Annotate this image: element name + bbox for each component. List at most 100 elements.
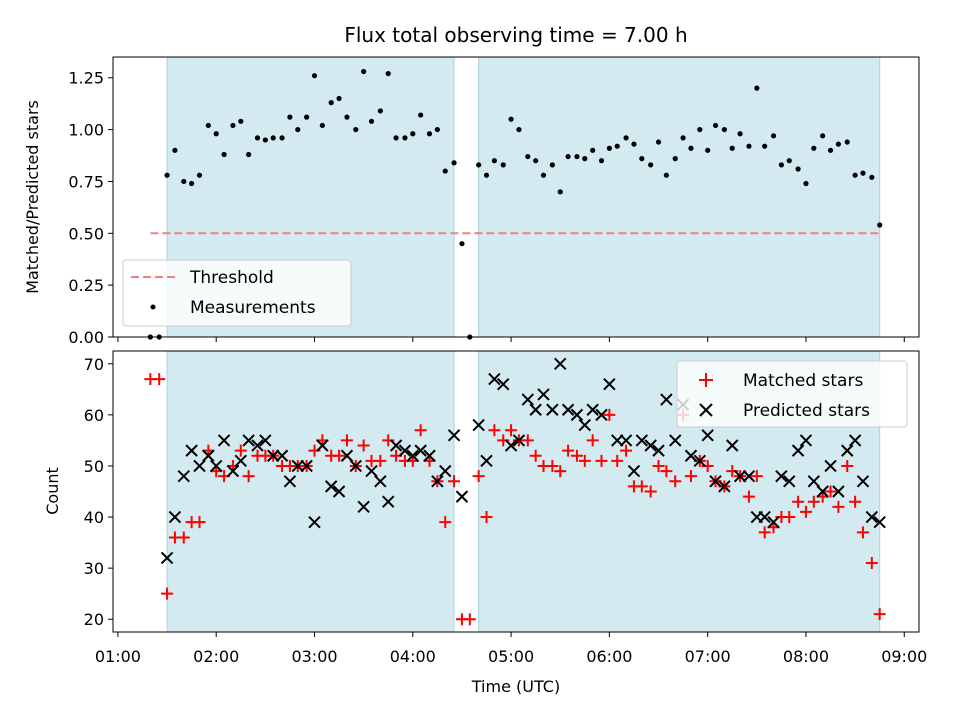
predicted-star-point [202, 449, 215, 462]
measurement-point [319, 122, 325, 129]
measurement-point [655, 139, 662, 145]
predicted-star-point [332, 485, 346, 498]
measurement-point [574, 153, 580, 160]
top-y-tick-label: 0.25 [68, 276, 104, 295]
measurement-point [614, 143, 620, 149]
measurement-point [336, 95, 342, 102]
measurement-point [606, 145, 612, 151]
predicted-star-point [709, 475, 722, 488]
top-y-tick-label: 1.25 [68, 69, 104, 88]
measurement-point [786, 158, 792, 164]
measurement-point [869, 174, 875, 180]
matched-star-point [742, 490, 755, 503]
measurement-point [205, 122, 211, 129]
bottom-y-tick-label: 70 [84, 355, 104, 374]
x-axis-label: Time (UTC) [471, 677, 560, 696]
predicted-star-point [398, 444, 412, 457]
predicted-star-point [226, 464, 240, 478]
bottom-shaded-interval-0 [166, 350, 455, 633]
predicted-star-point [570, 408, 584, 422]
predicted-star-point [300, 459, 313, 473]
x-tick-label: 03:00 [291, 647, 337, 666]
measurement-point [181, 178, 187, 185]
predicted-star-point [841, 444, 854, 457]
predicted-star-point [529, 403, 542, 416]
matched-star-point [873, 608, 886, 621]
predicted-star-point [611, 434, 624, 447]
bottom-y-tick-label: 60 [84, 406, 104, 425]
matched-star-point [546, 459, 559, 472]
predicted-star-point [308, 515, 321, 529]
matched-star-point [824, 485, 837, 498]
predicted-star-point [217, 434, 231, 447]
top-y-axis-label: Matched/Predicted stars [23, 100, 42, 294]
legend-threshold-label: Threshold [189, 268, 274, 288]
matched-star-point [234, 444, 247, 457]
top-shaded-intervals [166, 56, 881, 338]
measurement-point [590, 147, 596, 153]
bottom-legend-box [676, 360, 908, 428]
predicted-star-point [554, 357, 567, 370]
matched-star-point [799, 505, 812, 518]
matched-star-point [529, 449, 542, 462]
predicted-star-point [357, 500, 370, 514]
measurement-point [516, 126, 522, 133]
predicted-star-point [340, 449, 354, 462]
matched-star-point [603, 408, 616, 421]
matched-star-point [783, 511, 796, 524]
predicted-star-point [791, 444, 805, 457]
predicted-star-point [652, 444, 665, 457]
predicted-star-point [423, 449, 436, 462]
measurement-point [500, 162, 506, 168]
bottom-plot-frame [112, 350, 920, 633]
predicted-star-point [693, 454, 707, 468]
measurement-point [860, 170, 866, 176]
measurement-point [672, 156, 678, 162]
measurement-point [238, 118, 244, 124]
matched-star-point [562, 444, 575, 457]
predicted-star-point [807, 475, 821, 488]
measurement-point [164, 172, 170, 178]
predicted-star-point [767, 515, 780, 529]
measurement-point [393, 135, 399, 141]
predicted-star-point [185, 444, 198, 457]
measurement-point [230, 122, 236, 129]
measurement-point [877, 222, 883, 228]
chart-title: Flux total observing time = 7.00 h [344, 23, 687, 47]
measurement-point [754, 85, 760, 91]
measurement-point [189, 180, 195, 187]
predicted-star-point [242, 434, 255, 447]
matched-star-point [505, 424, 518, 437]
measurement-point [304, 114, 310, 120]
bottom-y-tick-label: 20 [84, 610, 104, 629]
measurement-point [328, 100, 334, 106]
predicted-star-point [447, 429, 461, 442]
measurement-point [221, 151, 227, 158]
measurement-point [582, 156, 588, 162]
top-x-axis-ticks [117, 337, 905, 342]
bottom-y-tick-label: 50 [84, 457, 104, 476]
measurement-points [147, 68, 883, 340]
predicted-star-point [365, 464, 378, 478]
predicted-star-point [783, 475, 796, 488]
predicted-star-point [316, 439, 329, 452]
predicted-star-point [832, 485, 845, 498]
measurement-point [844, 139, 850, 145]
measurement-point [639, 156, 645, 162]
measurement-point [803, 180, 809, 187]
measurement-point [623, 135, 629, 141]
matched-star-point [414, 424, 427, 437]
measurement-point [311, 73, 318, 79]
predicted-star-point [537, 388, 550, 401]
measurement-point [835, 141, 842, 147]
measurement-point [459, 241, 465, 247]
measurement-point [344, 114, 350, 120]
matched-star-point [750, 470, 763, 483]
measurement-point [476, 162, 482, 168]
predicted-star-point [726, 439, 739, 452]
measurement-point [648, 162, 654, 168]
measurement-point [820, 133, 826, 139]
matched-star-point [161, 587, 174, 600]
bottom-y-tick-label: 40 [84, 508, 104, 527]
